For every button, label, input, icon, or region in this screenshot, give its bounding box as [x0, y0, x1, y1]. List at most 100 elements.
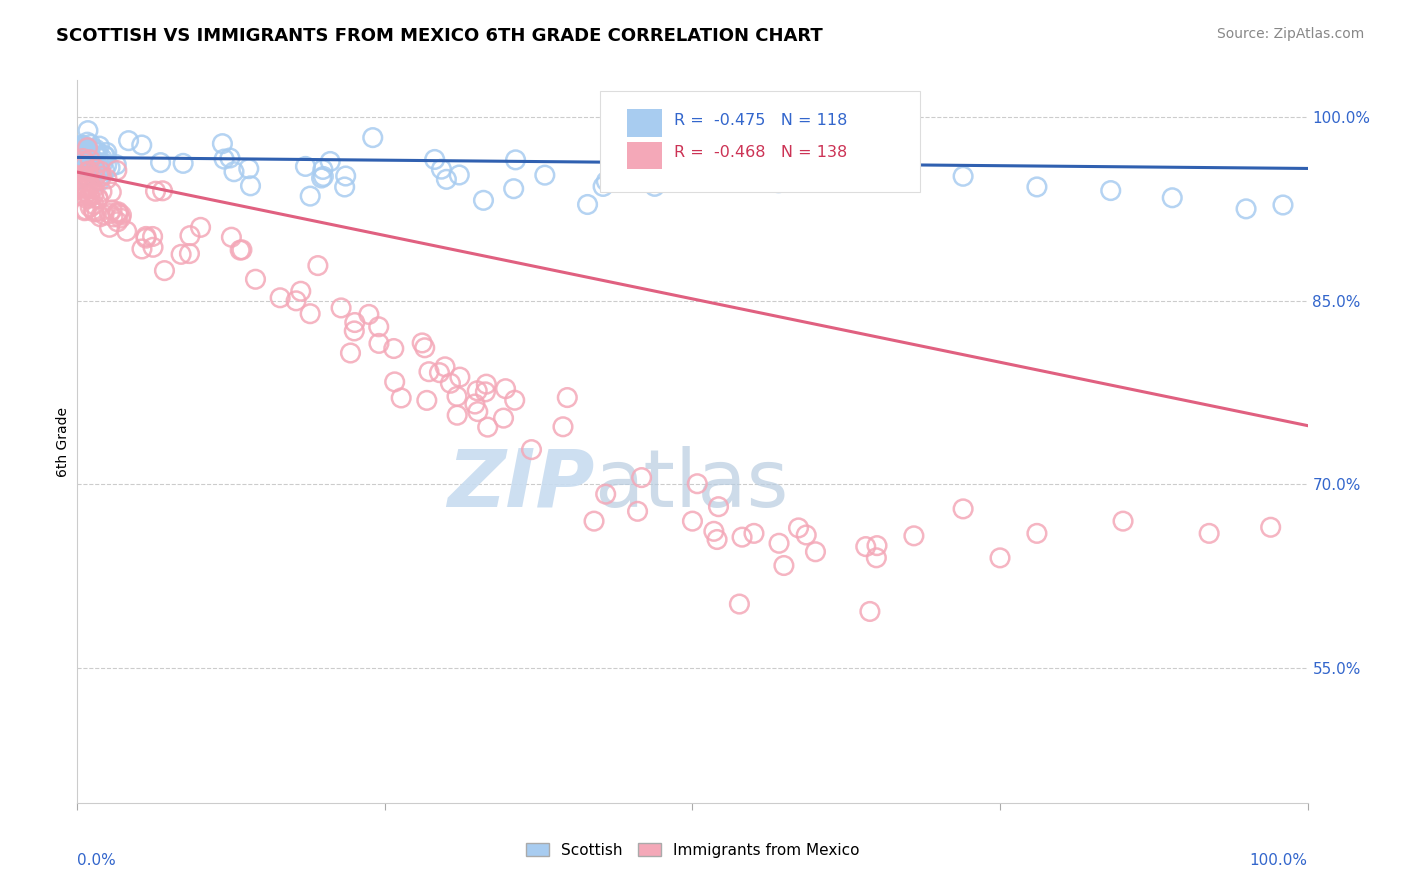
- Point: [731, 530, 754, 544]
- Point: [449, 168, 471, 182]
- Point: [73, 151, 96, 165]
- FancyBboxPatch shape: [627, 142, 662, 169]
- Point: [89, 139, 111, 153]
- Text: 0.0%: 0.0%: [77, 854, 117, 869]
- Point: [294, 160, 316, 174]
- Point: [79, 146, 101, 161]
- Point: [82, 165, 104, 179]
- Point: [76, 165, 98, 179]
- Point: [299, 307, 322, 321]
- Point: [1026, 526, 1049, 541]
- Text: R =  -0.475   N = 118: R = -0.475 N = 118: [673, 112, 848, 128]
- Point: [73, 161, 96, 176]
- Point: [79, 145, 101, 160]
- Point: [903, 529, 925, 543]
- Point: [76, 160, 98, 174]
- Point: [434, 359, 457, 374]
- Point: [93, 208, 115, 222]
- Point: [98, 161, 121, 175]
- Point: [72, 161, 94, 175]
- Point: [430, 162, 453, 177]
- Point: [67, 146, 90, 161]
- Point: [76, 135, 98, 149]
- Text: 100.0%: 100.0%: [1250, 854, 1308, 869]
- Point: [952, 169, 974, 184]
- Point: [131, 242, 153, 256]
- Point: [73, 178, 96, 193]
- Point: [520, 442, 543, 457]
- Point: [703, 524, 725, 539]
- Point: [389, 391, 412, 405]
- Point: [76, 159, 98, 173]
- Point: [82, 202, 104, 217]
- Point: [655, 147, 678, 161]
- Point: [330, 301, 353, 315]
- Point: [89, 210, 111, 224]
- Point: [67, 158, 90, 172]
- Point: [768, 536, 790, 550]
- Point: [1161, 191, 1184, 205]
- Point: [804, 545, 827, 559]
- Point: [416, 393, 439, 408]
- Point: [75, 143, 97, 157]
- Point: [79, 180, 101, 194]
- Point: [84, 143, 107, 157]
- Point: [142, 240, 165, 254]
- Point: [87, 145, 110, 160]
- Point: [299, 189, 322, 203]
- Point: [70, 153, 93, 168]
- Point: [170, 247, 193, 261]
- Point: [464, 397, 486, 411]
- Point: [988, 550, 1011, 565]
- Point: [93, 148, 115, 162]
- Point: [841, 171, 863, 186]
- Point: [79, 190, 101, 204]
- Point: [1272, 198, 1295, 212]
- Point: [212, 152, 235, 166]
- Point: [384, 375, 406, 389]
- Point: [66, 152, 89, 166]
- Point: [105, 163, 128, 178]
- Point: [135, 229, 157, 244]
- Point: [76, 141, 98, 155]
- Point: [73, 180, 96, 194]
- Point: [69, 169, 91, 183]
- Point: [626, 169, 648, 184]
- Text: SCOTTISH VS IMMIGRANTS FROM MEXICO 6TH GRADE CORRELATION CHART: SCOTTISH VS IMMIGRANTS FROM MEXICO 6TH G…: [56, 27, 823, 45]
- Point: [66, 182, 89, 196]
- Point: [98, 220, 121, 235]
- Point: [644, 179, 666, 194]
- Point: [76, 186, 98, 201]
- Point: [285, 293, 308, 308]
- Point: [107, 204, 129, 219]
- Point: [77, 169, 100, 184]
- Point: [1026, 180, 1049, 194]
- Point: [534, 168, 557, 182]
- Point: [98, 206, 121, 220]
- Point: [149, 155, 172, 169]
- Point: [343, 324, 366, 338]
- Point: [382, 342, 405, 356]
- Y-axis label: 6th Grade: 6th Grade: [56, 407, 70, 476]
- Point: [142, 229, 165, 244]
- Point: [413, 341, 436, 355]
- Point: [79, 157, 101, 171]
- Point: [86, 204, 108, 219]
- Point: [307, 259, 329, 273]
- Point: [90, 169, 112, 184]
- Point: [290, 285, 312, 299]
- Point: [107, 207, 129, 221]
- Point: [83, 166, 105, 180]
- Point: [368, 336, 391, 351]
- Point: [84, 170, 107, 185]
- Point: [72, 157, 94, 171]
- Point: [492, 411, 515, 425]
- Point: [83, 205, 105, 219]
- Point: [707, 500, 730, 514]
- Point: [91, 152, 114, 166]
- Point: [72, 145, 94, 160]
- Point: [77, 143, 100, 157]
- Point: [311, 171, 333, 186]
- Point: [135, 231, 157, 245]
- Point: [73, 138, 96, 153]
